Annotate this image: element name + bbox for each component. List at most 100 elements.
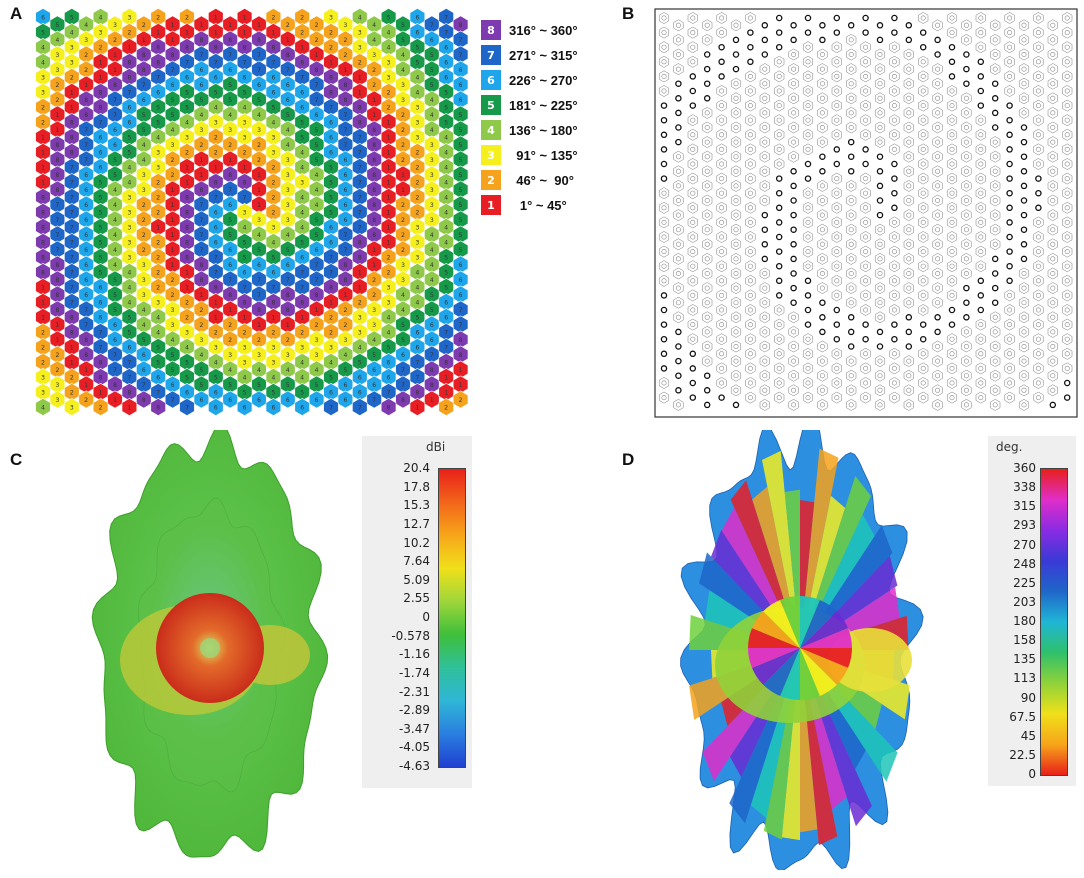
unit-cell bbox=[745, 245, 756, 258]
unit-cell: 1 bbox=[208, 158, 224, 176]
svg-text:3: 3 bbox=[401, 97, 405, 104]
unit-cell: 1 bbox=[308, 300, 325, 319]
svg-text:4: 4 bbox=[430, 262, 434, 269]
unit-cell bbox=[961, 253, 972, 265]
svg-text:7: 7 bbox=[401, 382, 405, 389]
unit-cell: 3 bbox=[35, 68, 51, 86]
unit-cell bbox=[918, 231, 929, 243]
unit-cell: 7 bbox=[121, 353, 138, 371]
unit-cell: 6 bbox=[193, 75, 210, 94]
unit-cell: 5 bbox=[395, 330, 411, 349]
svg-text:8: 8 bbox=[214, 45, 218, 52]
svg-text:8: 8 bbox=[343, 97, 347, 104]
unit-cell bbox=[716, 289, 727, 302]
svg-text:3: 3 bbox=[70, 405, 74, 412]
svg-text:1: 1 bbox=[41, 285, 45, 292]
unit-cell bbox=[660, 350, 668, 358]
svg-text:5: 5 bbox=[444, 255, 448, 262]
svg-text:7: 7 bbox=[358, 180, 362, 187]
svg-text:7: 7 bbox=[315, 277, 319, 284]
unit-cell: 1 bbox=[193, 165, 210, 184]
unit-cell: 6 bbox=[308, 390, 325, 409]
unit-cell: 2 bbox=[136, 210, 152, 229]
svg-text:5: 5 bbox=[199, 97, 203, 104]
svg-text:4: 4 bbox=[127, 180, 131, 187]
unit-cell: 8 bbox=[179, 218, 195, 236]
unit-cell bbox=[876, 182, 884, 190]
svg-text:2: 2 bbox=[171, 172, 175, 179]
unit-cell: 6 bbox=[251, 390, 267, 409]
svg-text:5: 5 bbox=[228, 217, 232, 224]
unit-cell bbox=[687, 201, 698, 214]
unit-cell: 1 bbox=[179, 173, 195, 191]
unit-cell bbox=[862, 335, 869, 343]
unit-cell bbox=[975, 201, 986, 214]
svg-text:1: 1 bbox=[113, 397, 117, 404]
unit-cell bbox=[831, 128, 842, 141]
unit-cell bbox=[788, 384, 799, 397]
svg-text:3: 3 bbox=[243, 120, 247, 127]
svg-text:1: 1 bbox=[372, 97, 376, 104]
svg-text:3: 3 bbox=[214, 120, 218, 127]
colorbar-tick-label: 270 bbox=[1013, 537, 1036, 552]
unit-cell: 6 bbox=[78, 270, 94, 289]
unit-cell: 3 bbox=[409, 98, 426, 116]
unit-cell: 1 bbox=[251, 15, 267, 34]
svg-text:6: 6 bbox=[199, 67, 203, 74]
svg-text:5: 5 bbox=[329, 195, 333, 202]
unit-cell bbox=[702, 296, 713, 309]
unit-cell: 8 bbox=[280, 45, 296, 64]
unit-cell: 1 bbox=[452, 360, 469, 379]
unit-cell: 3 bbox=[265, 338, 282, 356]
unit-cell: 6 bbox=[308, 240, 325, 259]
unit-cell bbox=[990, 311, 1001, 324]
unit-cell: 7 bbox=[107, 105, 123, 124]
svg-text:5: 5 bbox=[214, 375, 218, 382]
svg-text:3: 3 bbox=[329, 15, 333, 22]
unit-cell: 7 bbox=[136, 75, 152, 94]
unit-cell: 3 bbox=[107, 15, 123, 34]
svg-text:8: 8 bbox=[113, 82, 117, 89]
svg-text:8: 8 bbox=[156, 45, 160, 52]
unit-cell bbox=[673, 180, 684, 192]
unit-cell bbox=[775, 277, 783, 285]
unit-cell: 7 bbox=[323, 398, 339, 416]
unit-cell bbox=[673, 267, 684, 280]
svg-text:7: 7 bbox=[415, 375, 419, 382]
unit-cell: 2 bbox=[136, 240, 152, 259]
unit-cell bbox=[860, 260, 871, 273]
unit-cell bbox=[1006, 233, 1013, 241]
svg-text:3: 3 bbox=[387, 285, 391, 292]
unit-cell bbox=[658, 70, 670, 83]
unit-cell: 8 bbox=[92, 353, 109, 371]
unit-cell bbox=[946, 231, 958, 243]
unit-cell bbox=[831, 187, 842, 200]
unit-cell bbox=[716, 260, 727, 273]
unit-cell: 7 bbox=[366, 390, 382, 409]
unit-cell: 5 bbox=[265, 98, 282, 116]
svg-text:8: 8 bbox=[401, 397, 405, 404]
unit-cell: 7 bbox=[64, 203, 80, 221]
unit-cell: 4 bbox=[424, 225, 440, 244]
unit-cell: 4 bbox=[294, 218, 310, 236]
svg-text:1: 1 bbox=[99, 390, 103, 397]
svg-text:4: 4 bbox=[387, 45, 391, 52]
svg-text:7: 7 bbox=[358, 135, 362, 142]
svg-text:7: 7 bbox=[70, 240, 74, 247]
unit-cell: 6 bbox=[35, 8, 51, 26]
svg-text:4: 4 bbox=[329, 360, 333, 367]
svg-text:3: 3 bbox=[142, 277, 146, 284]
unit-cell: 6 bbox=[438, 308, 454, 326]
legend-label: 91° ~ 135° bbox=[509, 147, 578, 163]
unit-cell bbox=[1004, 12, 1015, 24]
svg-text:6: 6 bbox=[315, 112, 319, 119]
unit-cell: 7 bbox=[64, 218, 80, 236]
svg-text:7: 7 bbox=[70, 210, 74, 217]
legend-swatch: 5 bbox=[481, 95, 501, 115]
unit-cell bbox=[932, 238, 943, 251]
unit-cell: 3 bbox=[64, 53, 80, 71]
svg-text:3: 3 bbox=[41, 390, 45, 397]
unit-cell bbox=[702, 282, 713, 294]
unit-cell bbox=[802, 231, 814, 243]
svg-text:1: 1 bbox=[444, 375, 448, 382]
